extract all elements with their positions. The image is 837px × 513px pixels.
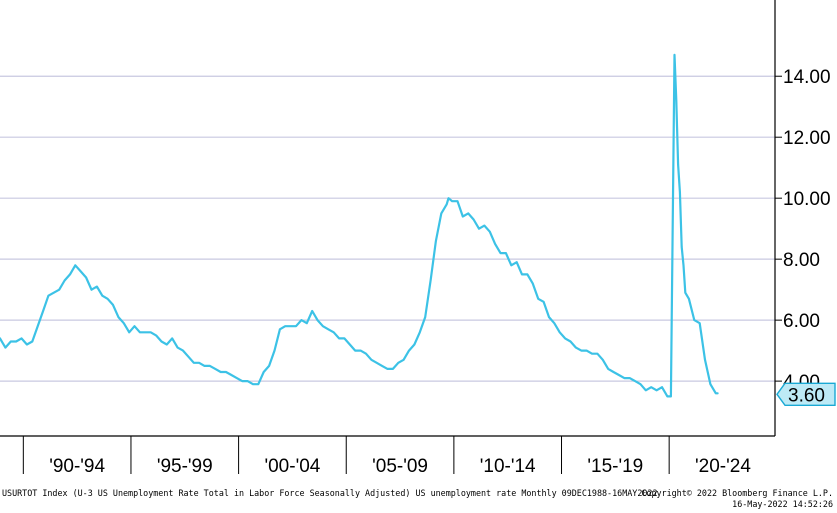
- x-tick-label: '00-'04: [264, 456, 320, 477]
- y-tick-label: 12.00: [783, 128, 831, 149]
- x-tick-label: '05-'09: [372, 456, 428, 477]
- timestamp-text: 16-May-2022 14:52:26: [732, 499, 833, 509]
- x-tick-label: '20-'24: [695, 456, 751, 477]
- copyright-text: Copyright© 2022 Bloomberg Finance L.P.: [641, 488, 833, 498]
- last-value-badge: [776, 382, 836, 407]
- x-tick-label: '15-'19: [587, 456, 643, 477]
- x-tick-label: '95-'99: [157, 456, 213, 477]
- unemployment-series-line: [0, 53, 719, 398]
- y-tick-label: 10.00: [783, 189, 831, 210]
- axes: [0, 0, 782, 474]
- last-value-label: 3.60: [788, 385, 825, 406]
- y-tick-label: 8.00: [783, 250, 820, 271]
- chart-description: USURTOT Index (U-3 US Unemployment Rate …: [2, 488, 658, 498]
- y-tick-label: 14.00: [783, 67, 831, 88]
- y-tick-label: 6.00: [783, 311, 820, 332]
- x-tick-label: '10-'14: [480, 456, 536, 477]
- last-value-marker: 3.60: [776, 382, 836, 407]
- x-tick-label: '90-'94: [49, 456, 105, 477]
- series: [0, 53, 719, 398]
- x-axis-tick-labels: '90-'94 '95-'99 '00-'04 '05-'09 '10-'14 '15-'…: [49, 456, 751, 477]
- grid-lines: [0, 75, 775, 382]
